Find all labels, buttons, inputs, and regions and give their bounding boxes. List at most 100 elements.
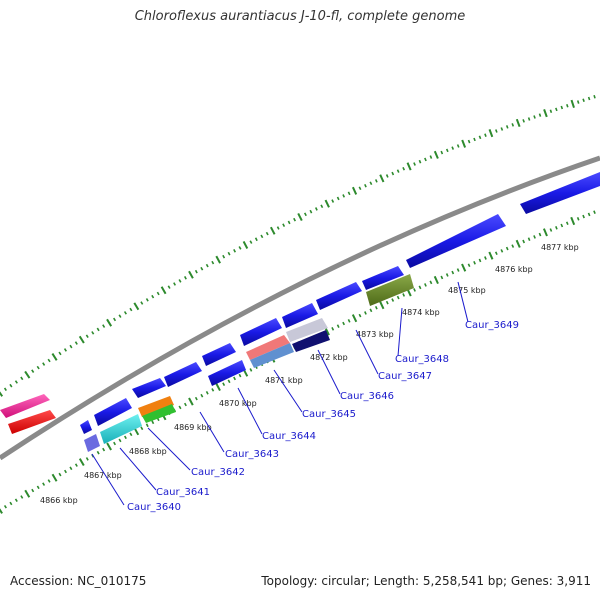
- tick-mark: [118, 314, 122, 318]
- tick-mark: [555, 226, 558, 230]
- gene-label[interactable]: Caur_3641: [156, 487, 210, 498]
- gene-block[interactable]: [138, 396, 174, 417]
- gene-block[interactable]: [240, 318, 282, 346]
- tick-mark: [402, 166, 406, 171]
- inner-tick-row: [0, 210, 596, 514]
- gene-label[interactable]: Caur_3646: [340, 391, 394, 402]
- gene-label[interactable]: Caur_3648: [395, 354, 449, 365]
- tick-mark: [113, 441, 117, 446]
- tick-mark: [78, 335, 85, 344]
- tick-mark: [560, 223, 564, 228]
- tick-mark: [549, 109, 553, 114]
- tick-mark: [249, 240, 253, 244]
- gene-block[interactable]: [286, 318, 328, 342]
- gene-block[interactable]: [100, 414, 142, 444]
- tick-mark: [522, 119, 525, 123]
- tick-mark: [429, 155, 433, 159]
- tick-mark: [0, 508, 3, 514]
- tick-mark: [500, 249, 504, 253]
- tick-mark: [484, 256, 487, 260]
- tick-mark: [129, 432, 133, 437]
- tick-mark: [183, 402, 187, 407]
- tick-mark: [542, 228, 548, 237]
- tick-mark: [178, 405, 182, 410]
- gene-block[interactable]: [282, 303, 318, 328]
- tick-mark: [347, 319, 351, 323]
- tick-mark: [440, 150, 444, 155]
- tick-mark: [379, 301, 385, 310]
- tick-mark: [211, 260, 215, 265]
- tick-mark: [515, 239, 521, 248]
- tick-mark: [31, 488, 35, 493]
- gene-label[interactable]: Caur_3649: [465, 320, 519, 331]
- gene-block[interactable]: [164, 362, 202, 387]
- tick-mark: [424, 283, 427, 287]
- tick-mark: [113, 317, 117, 322]
- gene-block[interactable]: [0, 394, 50, 418]
- gene-label[interactable]: Caur_3644: [262, 431, 316, 442]
- tick-mark: [433, 150, 439, 159]
- gene-block[interactable]: [8, 410, 56, 434]
- gene-label[interactable]: Caur_3640: [127, 502, 181, 513]
- tick-mark: [238, 246, 242, 250]
- gene-label[interactable]: Caur_3647: [378, 371, 432, 382]
- gene-block[interactable]: [132, 378, 166, 398]
- tick-mark: [69, 344, 73, 349]
- tick-mark: [478, 258, 482, 263]
- tick-mark: [396, 295, 400, 300]
- gene-block[interactable]: [202, 343, 236, 366]
- gene-label[interactable]: Caur_3642: [191, 467, 245, 478]
- tick-mark: [379, 174, 385, 183]
- gene-block[interactable]: [520, 172, 600, 214]
- tick-mark: [194, 269, 198, 274]
- tick-mark: [391, 171, 395, 176]
- gene-block[interactable]: [80, 420, 92, 434]
- gene-block[interactable]: [208, 360, 246, 386]
- tick-mark: [418, 159, 422, 164]
- gene-block[interactable]: [292, 330, 330, 352]
- tick-mark: [276, 226, 280, 230]
- tick-mark: [140, 426, 144, 431]
- tick-mark: [36, 485, 40, 490]
- tick-mark: [402, 293, 406, 297]
- gene-block[interactable]: [94, 398, 132, 426]
- gene-block[interactable]: [406, 214, 506, 268]
- gene-block[interactable]: [84, 434, 100, 452]
- kbp-label: 4872 kbp: [310, 353, 348, 362]
- genome-title: Chloroflexus aurantiacus J-10-fl, comple…: [134, 9, 466, 24]
- tick-mark: [63, 348, 67, 352]
- tick-mark: [123, 311, 127, 315]
- tick-mark: [205, 263, 209, 268]
- tick-mark: [74, 341, 78, 345]
- gene-block[interactable]: [246, 335, 290, 360]
- tick-mark: [358, 313, 362, 318]
- gene-block[interactable]: [316, 282, 362, 310]
- tick-mark: [429, 280, 433, 285]
- tick-mark: [91, 331, 95, 335]
- gene-label[interactable]: Caur_3645: [302, 409, 356, 420]
- tick-mark: [24, 370, 31, 379]
- kbp-label: 4877 kbp: [541, 243, 579, 252]
- tick-mark: [336, 196, 340, 201]
- gene-block[interactable]: [362, 266, 404, 290]
- tick-mark: [222, 382, 226, 386]
- tick-mark: [424, 157, 427, 162]
- tick-mark: [565, 221, 569, 226]
- gene-block[interactable]: [142, 404, 176, 423]
- tick-mark: [515, 118, 521, 128]
- tick-mark: [20, 495, 24, 499]
- tick-mark: [102, 447, 106, 452]
- tick-mark: [582, 214, 585, 219]
- gene-label[interactable]: Caur_3643: [225, 449, 279, 460]
- tick-mark: [293, 217, 297, 222]
- gene-block[interactable]: [250, 343, 294, 368]
- tick-mark: [461, 139, 467, 148]
- tick-mark: [413, 288, 416, 292]
- genome-backbone: [0, 155, 600, 461]
- gene-block[interactable]: [366, 274, 414, 306]
- tick-mark: [331, 327, 335, 331]
- tick-mark: [303, 212, 307, 217]
- inner-gene-track: [84, 274, 414, 452]
- tick-mark: [215, 255, 221, 264]
